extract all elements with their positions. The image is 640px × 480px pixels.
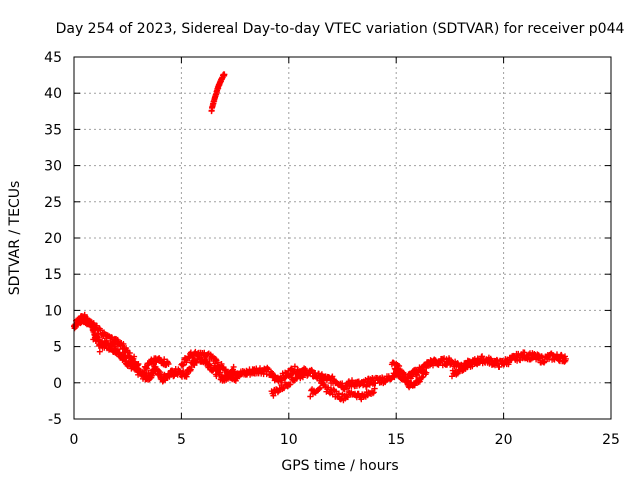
data-point	[316, 386, 323, 392]
data-point	[474, 356, 481, 363]
plot-frame	[73, 56, 612, 420]
y-tick-label: 40	[44, 86, 62, 102]
data-point	[157, 369, 164, 376]
x-tick-label: 15	[387, 432, 405, 448]
data-point	[370, 389, 377, 396]
y-tick-label: 45	[44, 50, 62, 66]
y-tick-label: 10	[44, 303, 62, 319]
data-point	[317, 384, 324, 391]
y-tick-label: -5	[48, 412, 62, 428]
data-point	[214, 359, 221, 366]
data-point	[562, 355, 569, 362]
y-tick-label: 0	[53, 376, 62, 392]
y-tick-label: 5	[53, 340, 62, 356]
data-point	[281, 385, 288, 392]
y-tick-label: 25	[44, 195, 62, 211]
data-point	[335, 390, 342, 397]
data-point	[423, 369, 430, 376]
y-axis-label: SDTVAR / TECUs	[7, 181, 23, 296]
data-point	[221, 71, 228, 78]
data-point	[234, 375, 241, 382]
data-point	[291, 363, 298, 370]
data-point	[400, 369, 407, 376]
data-point	[144, 365, 150, 372]
data-point	[479, 353, 486, 360]
data-point	[230, 363, 237, 370]
data-point	[96, 348, 103, 355]
x-tick-label: 5	[177, 432, 186, 448]
data-point	[126, 350, 133, 356]
data-point	[329, 373, 336, 380]
x-axis-label: GPS time / hours	[281, 458, 398, 474]
data-point	[299, 374, 306, 381]
data-point	[81, 311, 88, 318]
y-axis-ticks: -5 0 5 10 15 20 25 30 35 40 45	[44, 50, 611, 428]
y-tick-label: 20	[44, 231, 62, 247]
data-point	[464, 363, 471, 370]
data-point	[135, 361, 142, 367]
x-tick-label: 10	[280, 432, 298, 448]
data-point	[165, 361, 172, 367]
data-point	[183, 359, 190, 366]
data-point	[141, 368, 148, 375]
y-tick-label: 15	[44, 267, 62, 283]
chart-title: Day 254 of 2023, Sidereal Day-to-day VTE…	[56, 21, 625, 37]
y-tick-label: 35	[44, 122, 62, 138]
data-point	[399, 370, 406, 377]
x-tick-label: 25	[602, 432, 620, 448]
data-point	[371, 385, 378, 392]
x-tick-label: 20	[495, 432, 513, 448]
data-point	[396, 363, 403, 369]
data-point	[287, 381, 294, 388]
data-point	[300, 371, 307, 378]
x-axis-ticks: 0 5 10 15 20 25	[70, 57, 620, 448]
data-points	[71, 71, 569, 404]
data-point	[390, 359, 397, 366]
data-point	[90, 336, 97, 343]
data-point	[409, 373, 416, 380]
x-tick-label: 0	[70, 432, 79, 448]
data-point	[369, 390, 376, 397]
y-tick-label: 30	[44, 159, 62, 175]
data-point	[403, 378, 410, 385]
data-point	[213, 373, 220, 380]
data-point	[131, 353, 138, 360]
